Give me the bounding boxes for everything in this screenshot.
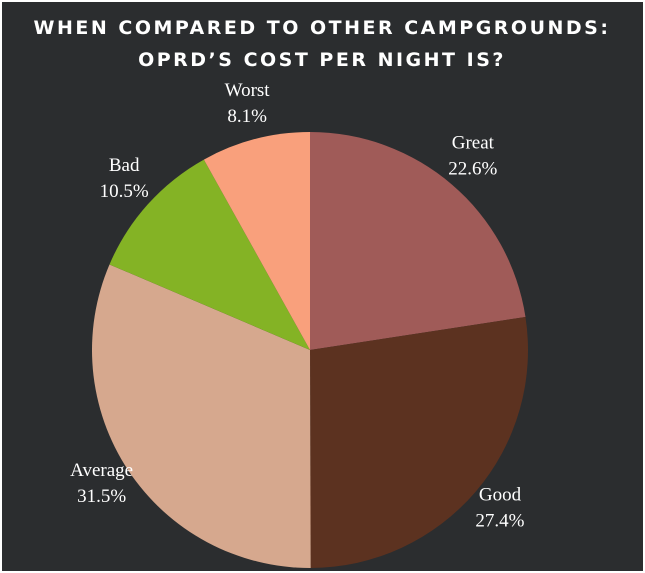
chart-title: WHEN COMPARED TO OTHER CAMPGROUNDS: <box>34 17 611 39</box>
value-label: 31.5% <box>77 486 126 507</box>
slice-label: Bad <box>109 155 140 176</box>
pie-slice <box>109 159 311 350</box>
value-label: 8.1% <box>227 106 267 127</box>
pie-slice <box>92 264 311 568</box>
value-label: 10.5% <box>100 181 149 202</box>
pie-slice <box>310 316 528 568</box>
slice-label: Average <box>70 460 133 481</box>
pie-slice <box>203 132 310 350</box>
slice-label: Good <box>479 485 522 506</box>
slice-label: Great <box>452 132 495 153</box>
slice-label: Worst <box>225 80 271 101</box>
pie-slice <box>310 132 526 350</box>
chart-title: OPRD’S COST PER NIGHT IS? <box>138 49 506 71</box>
value-label: 22.6% <box>448 158 497 179</box>
value-label: 27.4% <box>475 511 524 532</box>
